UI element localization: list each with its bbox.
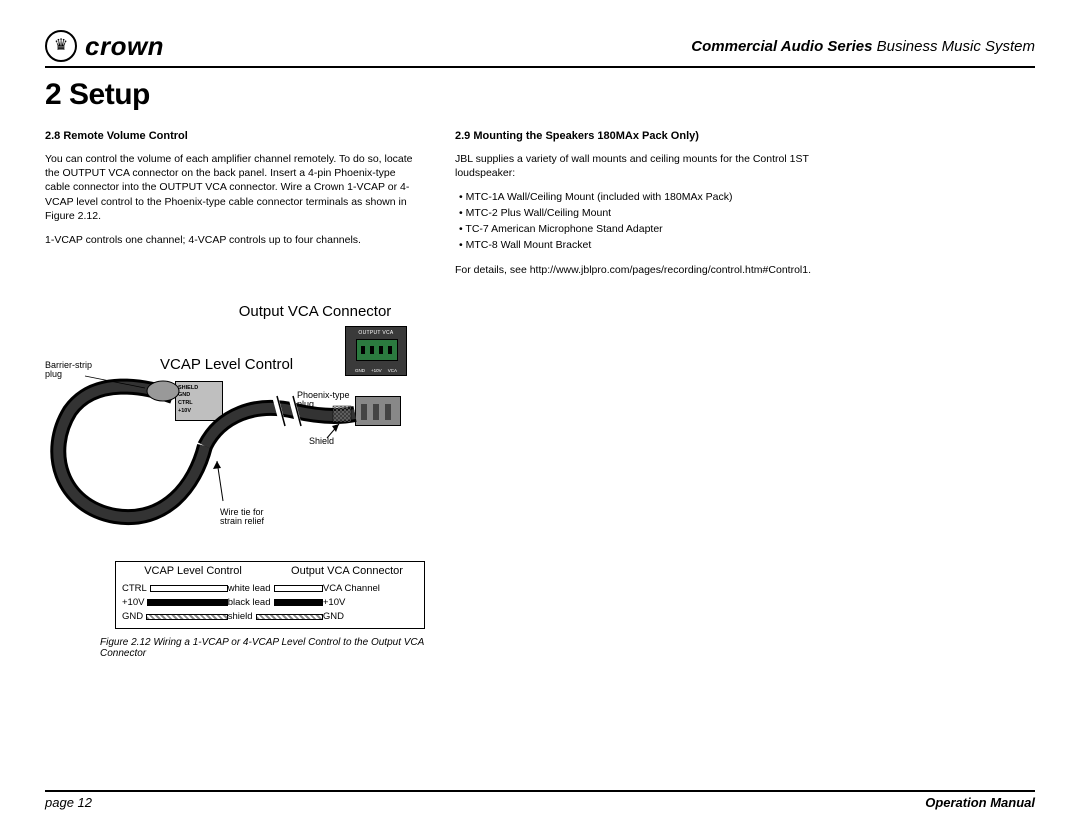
wt-left-col: CTRL +10V GND (122, 582, 228, 625)
wiring-table: VCAP Level Control Output VCA Connector … (115, 561, 425, 630)
figure-2-12: Output VCA Connector VCAP Level Control … (45, 303, 465, 660)
footer-page: page 12 (45, 795, 92, 810)
col-mounting: 2.9 Mounting the Speakers 180MAx Pack On… (455, 130, 825, 288)
wt-m0: white lead (228, 582, 271, 596)
output-vca-top-label: OUTPUT VCA (346, 330, 406, 336)
wt-mid-col: white lead black lead shield (228, 582, 323, 625)
wt-l2: GND (122, 610, 143, 624)
wiring-diagram: VCAP Level Control Barrier-strip plug OU… (45, 326, 465, 561)
col-remote-volume: 2.8 Remote Volume Control You can contro… (45, 130, 415, 288)
wt-l1: +10V (122, 596, 144, 610)
wiring-table-header: VCAP Level Control Output VCA Connector (116, 562, 424, 580)
header-subtitle: Commercial Audio Series Business Music S… (691, 38, 1035, 55)
header-product: Business Music System (872, 38, 1035, 55)
mount-bullets: MTC-1A Wall/Ceiling Mount (included with… (459, 190, 825, 253)
bullet-1: MTC-2 Plus Wall/Ceiling Mount (459, 206, 825, 222)
wt-hdr-left: VCAP Level Control (116, 562, 270, 580)
para-2-9-b: For details, see http://www.jblpro.com/p… (455, 263, 825, 277)
wt-r2: GND (323, 610, 344, 624)
page-footer: page 12 Operation Manual (45, 790, 1035, 810)
para-2-8-b: 1-VCAP controls one channel; 4-VCAP cont… (45, 233, 415, 247)
subhead-2-9: 2.9 Mounting the Speakers 180MAx Pack On… (455, 130, 825, 142)
wt-r0: VCA Channel (323, 582, 380, 596)
crown-logo-icon: ♛ (45, 30, 77, 62)
figure-caption: Figure 2.12 Wiring a 1-VCAP or 4-VCAP Le… (100, 637, 465, 659)
subhead-2-8: 2.8 Remote Volume Control (45, 130, 415, 142)
wiring-table-body: CTRL +10V GND white lead black lead shie… (116, 580, 424, 629)
footer-manual: Operation Manual (925, 795, 1035, 810)
page-header: ♛ crown Commercial Audio Series Business… (45, 30, 1035, 68)
wt-m2: shield (228, 610, 253, 624)
wt-r1: +10V (323, 596, 345, 610)
wt-right-col: VCA Channel +10V GND (323, 582, 418, 625)
phoenix-socket-icon (356, 339, 398, 361)
logo-block: ♛ crown (45, 30, 164, 62)
wt-m1: black lead (228, 596, 271, 610)
content-columns: 2.8 Remote Volume Control You can contro… (45, 130, 1035, 288)
logo-text: crown (85, 31, 164, 62)
bullet-0: MTC-1A Wall/Ceiling Mount (included with… (459, 190, 825, 206)
bullet-2: TC-7 American Microphone Stand Adapter (459, 222, 825, 238)
bullet-3: MTC-8 Wall Mount Bracket (459, 238, 825, 254)
header-series: Commercial Audio Series (691, 38, 872, 55)
wt-l0: CTRL (122, 582, 147, 596)
para-2-9-a: JBL supplies a variety of wall mounts an… (455, 152, 825, 180)
section-title: 2 Setup (45, 78, 1035, 112)
wt-hdr-right: Output VCA Connector (270, 562, 424, 580)
cable-drawing-icon (45, 366, 415, 546)
para-2-8-a: You can control the volume of each ampli… (45, 152, 415, 223)
diagram-title-output: Output VCA Connector (165, 303, 465, 320)
